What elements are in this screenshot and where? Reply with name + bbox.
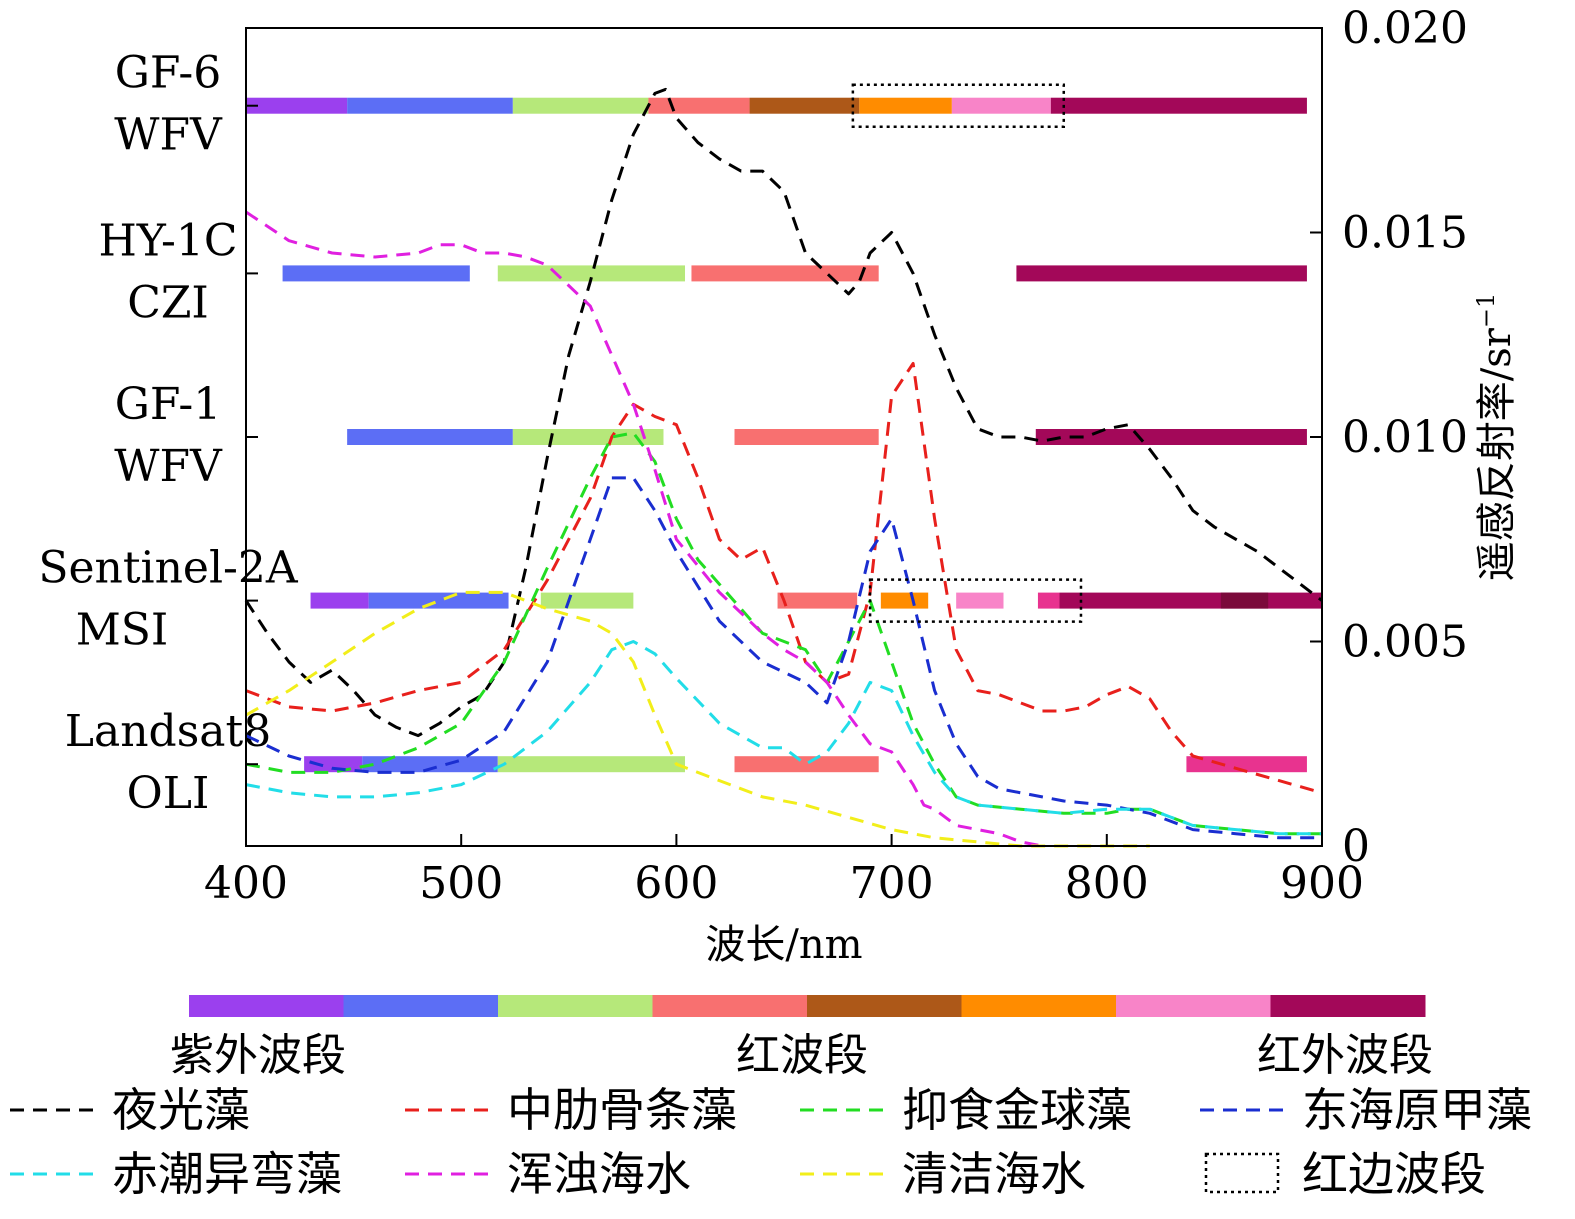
sensor-band-bar [362,756,498,773]
series-line [245,640,1322,836]
sensor-instrument: MSI [76,605,169,656]
legend-label: 赤潮异弯藻 [112,1147,342,1201]
sensor-instrument: OLI [127,768,210,819]
x-tick-label: 700 [850,858,934,909]
sensor-band-bar [368,592,509,609]
color-bar-label-uv: 紫外波段 [170,1030,346,1081]
x-tick-label: 400 [204,858,288,909]
sensor-instrument: WFV [114,110,223,161]
series-line [245,361,1323,795]
sensor-band-bar [1037,592,1060,609]
legend-label-red-edge: 红边波段 [1302,1147,1486,1201]
sensor-band-bar [734,429,879,445]
legend-swatch-red-edge [1204,1152,1280,1194]
color-bar-segment [1116,995,1271,1017]
y-tick-label: 0.015 [1342,208,1468,259]
sensor-band-bar [497,265,686,282]
sensor-band-bar [347,97,513,114]
legend-label: 夜光藻 [112,1083,250,1137]
sensor-band-bar [1059,592,1322,609]
color-bar-segment [961,995,1117,1017]
sensor-band-bar [540,592,634,609]
y-axis-label-group: 遥感反射率/sr−1 [1472,293,1520,582]
sensor-band-bar [1035,429,1307,445]
x-axis-label: 波长/nm [705,922,862,968]
legend-label: 抑食金球藻 [902,1083,1132,1137]
y-tick-label: 0.020 [1342,3,1468,54]
y-axis-label: 遥感反射率/sr−1 [1472,293,1520,582]
sensor-band-bar [497,756,686,773]
y-tick-label: 0 [1342,821,1370,872]
series-line [245,431,1322,836]
sensor-band-bar [951,97,1051,114]
sensor-name: GF-1 [115,379,222,430]
sensor-band-bar [777,592,858,609]
color-bar-segment [498,995,653,1017]
y-tick-label: 0.010 [1342,412,1468,463]
series-line [245,476,1322,840]
sensor-name: GF-6 [115,48,222,99]
sensor-band-bar [1050,97,1307,114]
sensor-band-bar [749,97,860,114]
y-tick-label: 0.005 [1342,617,1468,668]
x-tick-label: 500 [419,858,503,909]
sensor-band-bar [347,429,513,445]
color-bar-segment [807,995,962,1017]
color-bar-label-red: 红波段 [736,1030,868,1081]
sensor-band-bar [1186,756,1307,773]
sensor-band-bar [859,97,952,114]
sensor-instrument: WFV [114,441,223,492]
x-tick-label: 900 [1280,858,1364,909]
color-bar-segment [343,995,499,1017]
sensor-instrument: CZI [127,277,209,328]
sensor-name: Sentinel-2A [38,543,299,594]
sensor-name: Landsat8 [65,706,271,757]
legend-label: 东海原甲藻 [1302,1083,1532,1137]
series-line [245,590,1150,848]
red-edge-box [851,83,1066,128]
sensor-band-bar [282,265,470,282]
sensor-band-bar [512,97,649,114]
sensor-name: HY-1C [98,215,237,266]
series-line [245,210,1043,848]
sensor-band-bar [734,756,879,773]
sensor-band-bar [310,592,369,609]
sensor-band-bar [246,97,348,114]
sensor-band-bar [880,592,929,609]
sensor-band-bar [648,97,750,114]
color-bar-segment [1270,995,1426,1017]
y-axis-label-text: 遥感反射率/sr [1474,327,1520,581]
x-tick-label: 800 [1065,858,1149,909]
legend-label: 清洁海水 [902,1147,1086,1201]
series-line [244,87,1323,738]
red-edge-boxes-layer [851,83,1083,623]
series-layer [244,87,1323,848]
sensor-band-bar [1220,592,1269,609]
red-edge-box [868,578,1083,623]
sensor-band-bar [691,265,879,282]
color-bar-segment [652,995,808,1017]
color-bar-segment [189,995,344,1017]
sensor-band-bar [956,592,1004,609]
color-bar [189,995,1426,1017]
legend-label: 中肋骨条藻 [507,1083,737,1137]
legend-label: 浑浊海水 [507,1147,691,1201]
color-bar-label-ir: 红外波段 [1257,1030,1433,1081]
sensor-band-bar [1016,265,1307,282]
x-tick-label: 600 [634,858,718,909]
y-axis-label-sup: −1 [1472,293,1500,328]
sensor-bands-layer: GF-6 WFV HY-1C CZI GF-1 WFV Sentinel-2A MSI Land… [38,48,1322,819]
